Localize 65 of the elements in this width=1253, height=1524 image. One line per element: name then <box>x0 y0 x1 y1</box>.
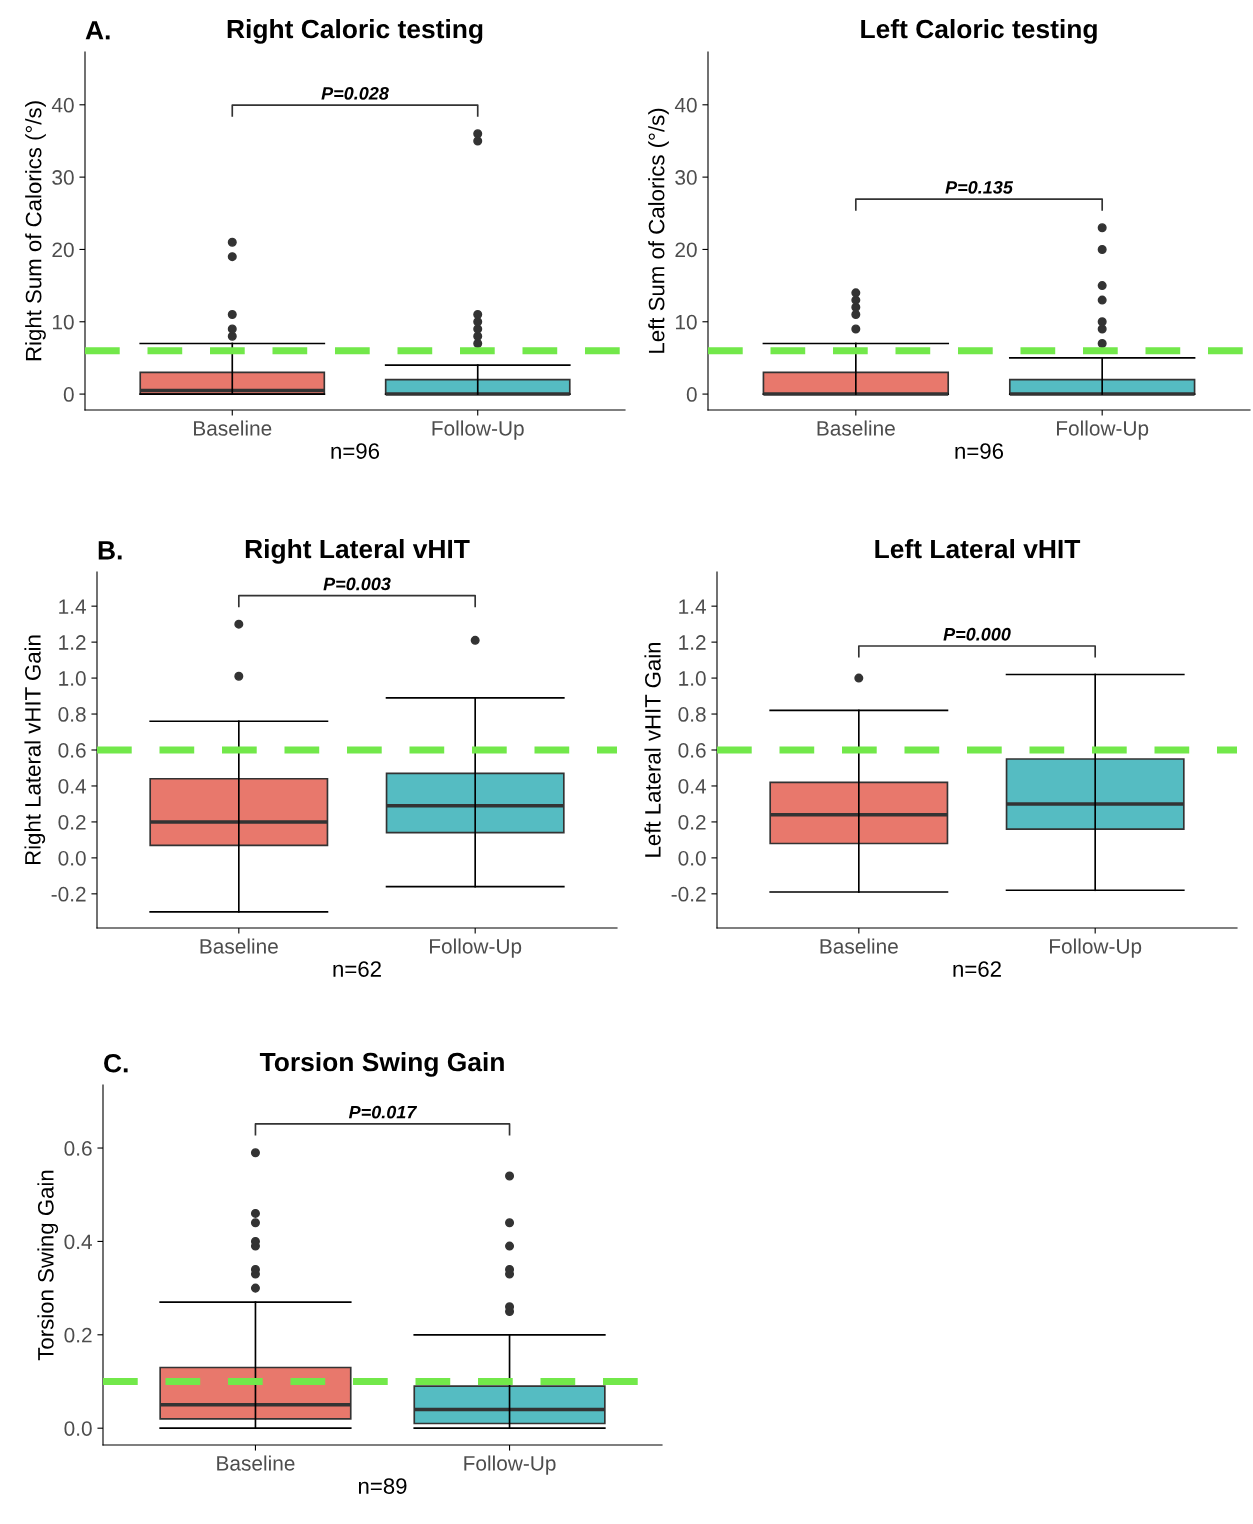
text: C. <box>104 1053 128 1073</box>
chart-title: Right Caloric testing <box>227 18 483 44</box>
x-axis-title: n=96 <box>331 443 380 459</box>
y-tick-label: 1.0 <box>59 671 86 686</box>
x-tick-label: Follow-Up <box>430 938 522 958</box>
y-tick-label: 0.6 <box>678 743 706 758</box>
y-tick-label: 0.6 <box>58 743 86 758</box>
y-tick-label: 0.6 <box>64 1141 92 1156</box>
y-tick-label: 40 <box>51 97 74 113</box>
y-tick-label: 30 <box>52 170 74 185</box>
y-axis-title: Left Sum of Calorics (°/s) <box>648 108 669 353</box>
chart-title: Left Caloric testing <box>861 18 1097 44</box>
x-tick-label: Baseline <box>194 420 272 436</box>
y-tick-label: 1.4 <box>59 599 86 614</box>
y-tick-label: 1.2 <box>59 635 86 650</box>
x-axis-title: n=62 <box>953 961 1001 977</box>
y-tick-label: 0.2 <box>64 1327 92 1343</box>
y-tick-label: 0.4 <box>58 778 86 794</box>
chart-title: Right Lateral vHIT <box>245 538 470 564</box>
x-tick-label: Follow-Up <box>432 420 524 440</box>
x-axis-title: n=96 <box>955 443 1004 459</box>
y-tick-label: 0.2 <box>58 814 86 830</box>
text: A. <box>85 21 110 40</box>
y-tick-label: 0 <box>686 387 697 402</box>
annotation: P=0.000 <box>943 627 1011 641</box>
chart-title: Left Lateral vHIT <box>875 538 1081 559</box>
y-tick-label: 40 <box>674 97 697 113</box>
y-tick-label: 0.0 <box>64 1421 92 1436</box>
y-tick-label: 0.4 <box>64 1234 92 1250</box>
x-tick-label: Baseline <box>820 938 898 954</box>
y-tick-label: 1.2 <box>679 635 706 650</box>
x-axis-title: n=62 <box>333 961 381 977</box>
y-tick-label: 0.2 <box>678 814 706 830</box>
y-tick-label: 0.0 <box>678 850 706 866</box>
y-axis-title: Torsion Swing Gain <box>37 1170 59 1361</box>
y-tick-label: 0 <box>63 387 74 402</box>
y-tick-label: 1.0 <box>679 671 706 686</box>
annotation: P=0.135 <box>945 180 1014 194</box>
y-tick-label: 0.8 <box>58 707 86 722</box>
x-tick-label: Baseline <box>817 420 895 436</box>
y-tick-label: 0.4 <box>678 778 706 794</box>
annotation: P=0.003 <box>323 577 391 591</box>
y-axis-title: Right Lateral vHIT Gain <box>24 635 46 865</box>
x-axis-title: n=89 <box>358 1478 407 1494</box>
annotation: P=0.028 <box>321 86 389 100</box>
x-tick-label: Baseline <box>200 938 278 954</box>
x-tick-label: Follow-Up <box>1050 938 1142 958</box>
y-tick-label: 30 <box>675 170 697 185</box>
annotation: P=0.017 <box>348 1105 418 1119</box>
y-axis-title: Left Lateral vHIT Gain <box>644 642 661 857</box>
x-tick-label: Follow-Up <box>1057 420 1149 440</box>
y-tick-label: 0.8 <box>678 707 706 722</box>
y-tick-label: -0.2 <box>51 886 86 902</box>
y-tick-label: 1.4 <box>679 599 706 614</box>
y-tick-label: 20 <box>52 242 74 258</box>
y-tick-label: -0.2 <box>671 886 706 902</box>
x-tick-label: Follow-Up <box>464 1455 556 1475</box>
y-axis-title: Right Sum of Calorics (°/s) <box>25 101 46 361</box>
y-tick-label: 0.0 <box>58 850 86 866</box>
y-tick-label: 20 <box>675 242 697 258</box>
x-tick-label: Baseline <box>217 1455 295 1471</box>
text: B. <box>98 541 122 560</box>
chart-title: Torsion Swing Gain <box>259 1051 504 1077</box>
y-tick-label: 10 <box>53 314 74 330</box>
y-tick-label: 10 <box>676 314 697 330</box>
